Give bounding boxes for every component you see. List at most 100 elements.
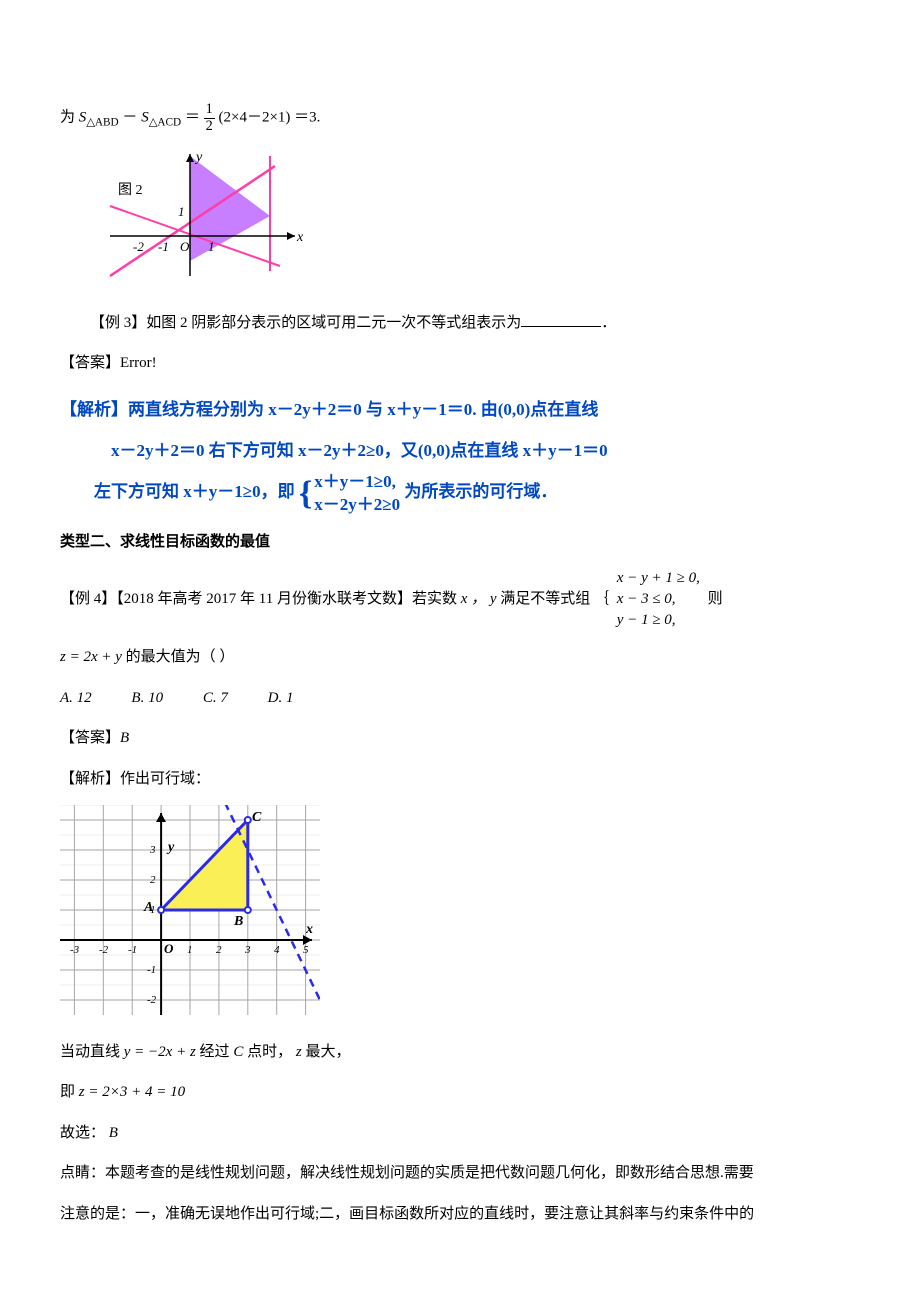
example-4: 【例 4】【2018 年高考 2017 年 11 月份衡水联考文数】若实数 x … — [60, 568, 860, 631]
ex4-sys-r3: y − 1 ≥ 0, — [617, 610, 700, 631]
ex4-suffix: 则 — [708, 591, 723, 607]
lm-z: z — [296, 1044, 302, 1060]
ans4-label: 【答案】 — [60, 730, 120, 746]
vertex-C-icon — [245, 817, 251, 823]
figure-3-svg: -3-2-1 123 45 123 -1-2 A B C O x y — [60, 805, 320, 1015]
ex4-tail: 的最大值为（ ） — [122, 649, 235, 665]
ex4-mid: 满足不等式组 ｛ — [500, 591, 613, 607]
label-A: A — [143, 900, 153, 915]
tick-1x: 1 — [208, 239, 215, 254]
x-arrow-icon — [287, 232, 295, 240]
ex4-xy: x ， y — [461, 591, 497, 607]
svg-text:2: 2 — [150, 874, 156, 886]
tick--1: -1 — [158, 239, 169, 254]
lm-post: 点时， — [247, 1044, 292, 1060]
parse-3-block: 【解析】两直线方程分别为 x－2y＋2＝0 与 x＋y－1＝0. 由(0,0)点… — [60, 390, 860, 516]
shaded-region — [190, 156, 270, 261]
eq: ＝ — [185, 110, 200, 126]
ex4-z: z = 2x + y — [60, 649, 122, 665]
x-label: x — [296, 230, 304, 245]
area-prefix: 为 — [60, 110, 79, 126]
parse3-l1: 【解析】两直线方程分别为 x－2y＋2＝0 与 x＋y－1＝0. 由(0,0)点… — [60, 390, 860, 431]
ex3-blank — [521, 312, 601, 327]
lm-mid: 经过 — [200, 1044, 234, 1060]
frac-den: 2 — [204, 119, 215, 135]
opt-B: B. 10 — [131, 684, 163, 713]
ex4-sys-r1: x − y + 1 ≥ 0, — [617, 568, 700, 589]
lm-pre: 当动直线 — [60, 1044, 124, 1060]
fig2-label: 图 2 — [118, 183, 143, 198]
tick-1y: 1 — [178, 204, 185, 219]
S1-sub: △ABD — [86, 117, 118, 129]
options: A. 12 B. 10 C. 7 D. 1 — [60, 684, 860, 713]
ans3-label: 【答案】 — [60, 355, 120, 371]
ex3-suffix: ． — [601, 315, 616, 331]
svg-text:-1: -1 — [147, 964, 156, 976]
y-arrow-icon — [186, 154, 194, 162]
svg-text:3: 3 — [244, 944, 251, 956]
S2: S — [141, 110, 149, 126]
answer-3: 【答案】Error! — [60, 349, 860, 378]
origin-O: O — [180, 239, 190, 254]
svg-text:2: 2 — [216, 944, 222, 956]
svg-text:-2: -2 — [99, 944, 109, 956]
figure-2: -2 -1 O 1 1 x y 图 2 — [100, 146, 860, 297]
answer-4: 【答案】B — [60, 724, 860, 753]
area-calc-line: 为 S△ABD － S△ACD ＝ 1 2 (2×4－2×1) ＝3. — [60, 102, 860, 134]
ans4-value: B — [120, 730, 129, 746]
parse3-brace-r2: x－2y＋2≥0 — [314, 494, 400, 516]
label-B: B — [233, 914, 243, 929]
vertex-A-icon — [158, 907, 164, 913]
brace-icon: { — [299, 477, 312, 511]
frac-num: 1 — [204, 102, 215, 119]
lc-pre: 即 — [60, 1084, 79, 1100]
ex4-prefix: 【例 4】【2018 年高考 2017 年 11 月份衡水联考文数】若实数 — [60, 591, 461, 607]
label-O: O — [164, 941, 174, 956]
parse-4-head: 【解析】作出可行域： — [60, 765, 860, 794]
opt-A: A. 12 — [60, 684, 92, 713]
pointing-l2: 注意的是：一，准确无误地作出可行域;二，画目标函数所对应的直线时，要注意让其斜率… — [60, 1200, 860, 1229]
svg-text:1: 1 — [187, 944, 193, 956]
label-C: C — [252, 810, 262, 825]
S2-sub: △ACD — [149, 117, 181, 129]
parse3-brace: { x＋y－1≥0, x－2y＋2≥0 — [299, 471, 400, 515]
lm-tail: 最大， — [305, 1044, 350, 1060]
parse3-l3a: 左下方可知 x＋y－1≥0，即 — [94, 482, 295, 501]
svg-text:-1: -1 — [128, 944, 137, 956]
svg-text:-2: -2 — [147, 994, 157, 1006]
opt-C: C. 7 — [203, 684, 228, 713]
fig3-x-label: x — [305, 922, 313, 937]
line-move: 当动直线 y = −2x + z 经过 C 点时， z 最大， — [60, 1038, 860, 1067]
fig3-y-label: y — [166, 840, 175, 855]
lc-eq: z = 2×3 + 4 = 10 — [79, 1084, 185, 1100]
parse3-l2: x－2y＋2＝0 右下方可知 x－2y＋2≥0，又(0,0)点在直线 x＋y－1… — [60, 431, 860, 472]
line-calc: 即 z = 2×3 + 4 = 10 — [60, 1078, 860, 1107]
example-3: 【例 3】如图 2 阴影部分表示的区域可用二元一次不等式组表示为 ． — [60, 309, 860, 338]
figure-2-svg: -2 -1 O 1 1 x y 图 2 — [100, 146, 310, 286]
ans3-value: Error! — [120, 355, 157, 371]
minus: － — [122, 110, 137, 126]
svg-text:5: 5 — [303, 944, 309, 956]
parse3-l3b: 为所表示的可行域． — [404, 482, 557, 501]
lm-eq: y = −2x + z — [124, 1044, 196, 1060]
ex3-text: 【例 3】如图 2 阴影部分表示的区域可用二元一次不等式组表示为 — [90, 315, 521, 331]
line-hence: 故选： B — [60, 1119, 860, 1148]
lm-C: C — [233, 1044, 243, 1060]
y-label: y — [194, 150, 203, 165]
opt-D: D. 1 — [268, 684, 294, 713]
lh-pre: 故选： — [60, 1125, 105, 1141]
parse3-brace-r1: x＋y－1≥0, — [314, 471, 400, 493]
lh-ans: B — [109, 1125, 118, 1141]
ex4-system: x − y + 1 ≥ 0, x − 3 ≤ 0, y − 1 ≥ 0, — [617, 568, 700, 631]
one-half-fraction: 1 2 — [204, 102, 215, 134]
example-4-line2: z = 2x + y 的最大值为（ ） — [60, 643, 860, 672]
svg-text:4: 4 — [274, 944, 280, 956]
area-rhs: (2×4－2×1) ＝3. — [218, 110, 320, 126]
parse3-l3: 左下方可知 x＋y－1≥0，即 { x＋y－1≥0, x－2y＋2≥0 为所表示… — [60, 471, 860, 515]
tick--2: -2 — [133, 239, 144, 254]
svg-text:3: 3 — [149, 844, 156, 856]
ex4-sys-r2: x − 3 ≤ 0, — [617, 589, 700, 610]
type-2-heading: 类型二、求线性目标函数的最值 — [60, 528, 860, 557]
figure-3: -3-2-1 123 45 123 -1-2 A B C O x y — [60, 805, 860, 1026]
pointing-l1: 点睛：本题考查的是线性规划问题，解决线性规划问题的实质是把代数问题几何化，即数形… — [60, 1159, 860, 1188]
